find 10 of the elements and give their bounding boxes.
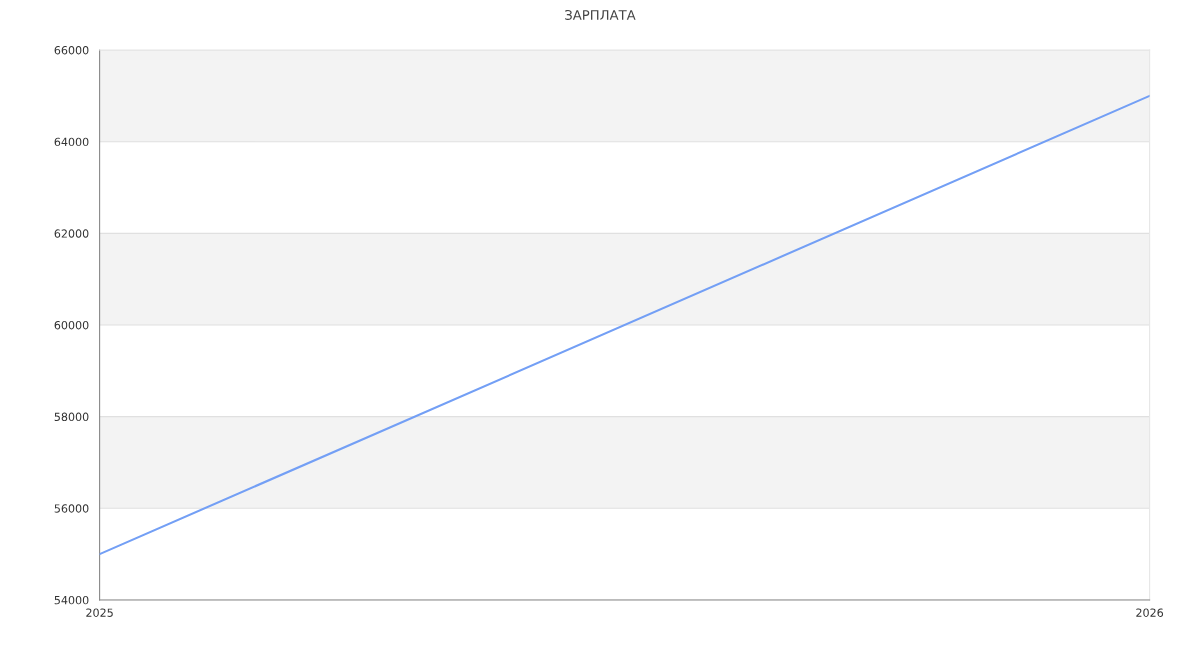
x-tick-label: 2025 — [86, 608, 113, 617]
y-tick-label: 54000 — [54, 595, 89, 605]
y-tick-label: 56000 — [54, 504, 89, 513]
x-tick-label: 2026 — [1136, 608, 1164, 617]
y-tick-label: 64000 — [54, 137, 89, 147]
y-tick-label: 66000 — [54, 46, 89, 55]
y-tick-label: 58000 — [54, 412, 89, 422]
y-tick-label: 62000 — [54, 229, 89, 238]
y-tick-label: 60000 — [54, 320, 89, 330]
chart-title: ЗАРПЛАТА — [565, 9, 636, 20]
